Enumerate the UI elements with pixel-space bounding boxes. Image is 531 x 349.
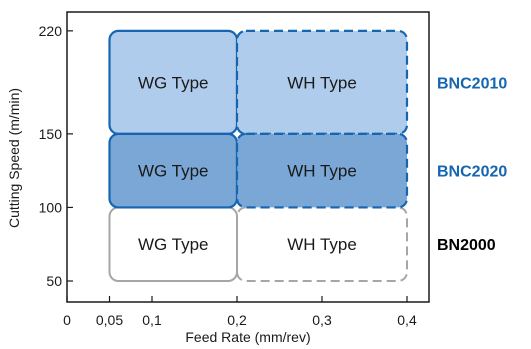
region-label-bnc2020-wh-type: WH Type (287, 162, 357, 181)
x-tick-label: 0,05 (96, 312, 123, 328)
x-tick-label: 0,3 (312, 312, 332, 328)
region-label-bnc2010-wh-type: WH Type (287, 73, 357, 92)
region-label-bnc2010-wg-type: WG Type (138, 73, 209, 92)
grade-label-bnc2020: BNC2020 (437, 164, 507, 181)
grade-label-bn2000: BN2000 (437, 237, 496, 254)
region-label-bn2000-wh-type: WH Type (287, 235, 357, 254)
y-tick-label: 220 (39, 23, 63, 39)
x-tick-label: 0,1 (142, 312, 162, 328)
y-axis-label: Cutting Speed (m/min) (6, 88, 22, 228)
y-tick-label: 100 (39, 199, 63, 215)
y-tick-label: 50 (46, 273, 62, 289)
region-labels-layer: WG Type WH Type WG Type WH Type WG Type WH Ty… (138, 73, 357, 254)
grade-labels-layer: BNC2010 BNC2020 BN2000 (437, 75, 507, 254)
x-tick-label: 0 (63, 312, 71, 328)
y-tick-label: 150 (39, 126, 63, 142)
regions-layer (108, 29, 409, 282)
x-tick-label: 0,2 (227, 312, 247, 328)
region-label-bnc2020-wg-type: WG Type (138, 162, 209, 181)
x-tick-label: 0,4 (397, 312, 417, 328)
x-axis-label: Feed Rate (mm/rev) (185, 329, 310, 345)
region-label-bn2000-wg-type: WG Type (138, 235, 209, 254)
ticks-layer: 0 0,05 0,1 0,2 0,3 0,4 50 100 150 220 (39, 23, 417, 328)
region-bnc2020-wh-type (235, 132, 409, 209)
grade-label-bnc2010: BNC2010 (437, 75, 507, 92)
